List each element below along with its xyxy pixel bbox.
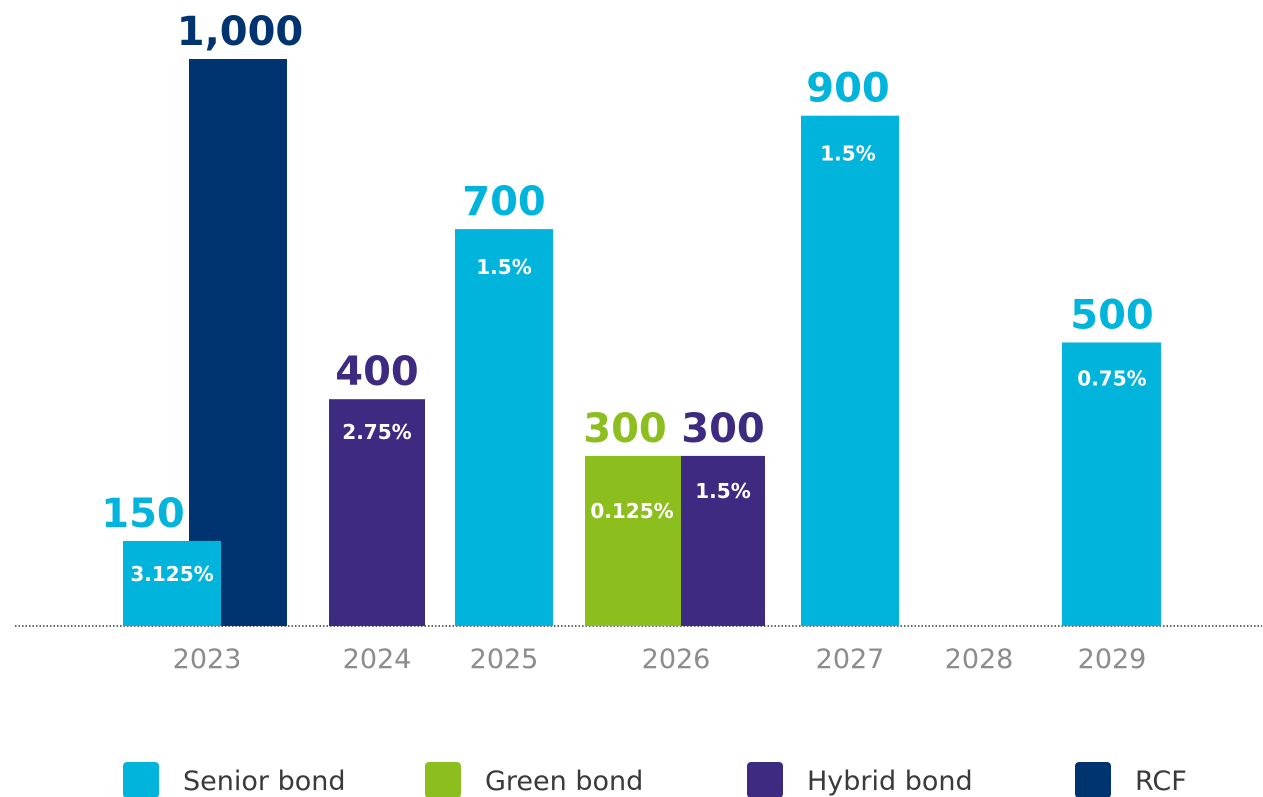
bar-2026-green-bond xyxy=(585,455,681,626)
legend-swatch-hybrid-bond xyxy=(747,762,783,797)
value-label-2025-senior-bond: 700 xyxy=(462,179,546,225)
x-tick-2026: 2026 xyxy=(642,644,711,675)
bar-2027-senior-bond xyxy=(801,115,899,626)
legend-swatch-green-bond xyxy=(425,762,461,797)
value-label-2027-senior-bond: 900 xyxy=(806,66,890,112)
bar-2023-senior-bond xyxy=(123,540,221,626)
x-tick-2025: 2025 xyxy=(470,644,539,675)
value-label-2026-green-bond: 300 xyxy=(583,406,667,452)
rate-label-2026-green-bond: 0.125% xyxy=(590,499,673,523)
legend-swatch-senior-bond xyxy=(123,762,159,797)
bar-2029-senior-bond xyxy=(1062,342,1161,626)
bars-layer: 150 1,000 400 2.75% 700 1.5% 300 0.125% 300 1.5% 9… xyxy=(101,9,1161,626)
bar-2026-hybrid-bond xyxy=(681,455,765,626)
x-tick-labels: 2023 2024 2025 2026 2027 2028 2029 xyxy=(173,644,1147,675)
legend-label-rcf: RCF xyxy=(1135,766,1187,797)
rate-label-2026-hybrid-bond: 1.5% xyxy=(695,479,750,503)
rate-label-2023-senior-bond: 3.125% xyxy=(130,562,213,586)
rate-label-2025-senior-bond: 1.5% xyxy=(476,255,531,279)
x-tick-2029: 2029 xyxy=(1078,644,1147,675)
x-tick-2027: 2027 xyxy=(816,644,885,675)
rate-label-2027-senior-bond: 1.5% xyxy=(820,142,875,166)
x-tick-2028: 2028 xyxy=(945,644,1014,675)
bar-2023-rcf xyxy=(189,59,287,626)
bar-2025-senior-bond xyxy=(455,229,553,626)
legend-label-green-bond: Green bond xyxy=(485,766,643,797)
value-label-2026-hybrid-bond: 300 xyxy=(681,406,765,452)
legend: Senior bond Green bond Hybrid bond RCF xyxy=(123,762,1187,797)
legend-label-hybrid-bond: Hybrid bond xyxy=(807,766,973,797)
value-label-2029-senior-bond: 500 xyxy=(1070,293,1154,339)
bar-2024-hybrid-bond xyxy=(329,399,425,626)
rate-label-2029-senior-bond: 0.75% xyxy=(1077,367,1146,391)
rate-label-2024-hybrid-bond: 2.75% xyxy=(342,420,411,444)
x-tick-2024: 2024 xyxy=(343,644,412,675)
legend-swatch-rcf xyxy=(1075,762,1111,797)
x-tick-2023: 2023 xyxy=(173,644,242,675)
value-label-2023-rcf: 1,000 xyxy=(177,9,304,55)
legend-label-senior-bond: Senior bond xyxy=(183,766,345,797)
value-label-2024-hybrid-bond: 400 xyxy=(335,349,419,395)
value-label-2023-senior-bond: 150 xyxy=(101,491,185,537)
